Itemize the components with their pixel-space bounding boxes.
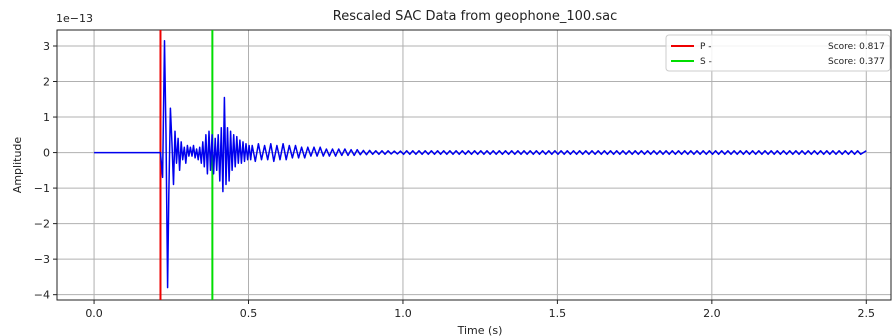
y-tick-label: 3 <box>43 40 50 53</box>
plot-area-frame <box>56 29 892 301</box>
legend-score: Score: 0.377 <box>828 57 885 67</box>
y-tick-label: −3 <box>34 253 50 266</box>
y-tick-label: −4 <box>34 289 50 302</box>
pick-lines <box>159 30 214 300</box>
axes-frame <box>56 29 892 301</box>
x-tick-label: 0.0 <box>85 307 103 320</box>
x-tick-label: 1.0 <box>394 307 412 320</box>
legend-score: Score: 0.817 <box>828 42 885 52</box>
y-tick-label: 1 <box>43 111 50 124</box>
legend-label: P - <box>700 42 712 52</box>
y-tick-label: 0 <box>43 147 50 160</box>
y-axis-ticks: 3 2 1 0 −1 −2 −3 −4 <box>34 40 57 302</box>
legend-label: S - <box>700 57 712 67</box>
x-tick-label: 1.5 <box>549 307 567 320</box>
legend: P - Score: 0.817 S - Score: 0.377 <box>665 34 891 72</box>
x-tick-label: 2.5 <box>858 307 876 320</box>
legend-box <box>665 34 891 72</box>
y-multiplier-label: 1e−13 <box>56 12 93 25</box>
waveform-line <box>94 39 867 289</box>
x-axis-ticks: 0.0 0.5 1.0 1.5 2.0 2.5 <box>85 300 875 320</box>
x-axis-label: Time (s) <box>457 324 503 336</box>
waveform-series <box>94 39 867 289</box>
y-axis-label: Amplitude <box>11 137 24 194</box>
y-tick-label: 2 <box>43 76 50 89</box>
x-tick-label: 0.5 <box>240 307 258 320</box>
y-tick-label: −2 <box>34 218 50 231</box>
x-tick-label: 2.0 <box>703 307 721 320</box>
chart-title: Rescaled SAC Data from geophone_100.sac <box>333 9 617 24</box>
y-tick-label: −1 <box>34 182 50 195</box>
